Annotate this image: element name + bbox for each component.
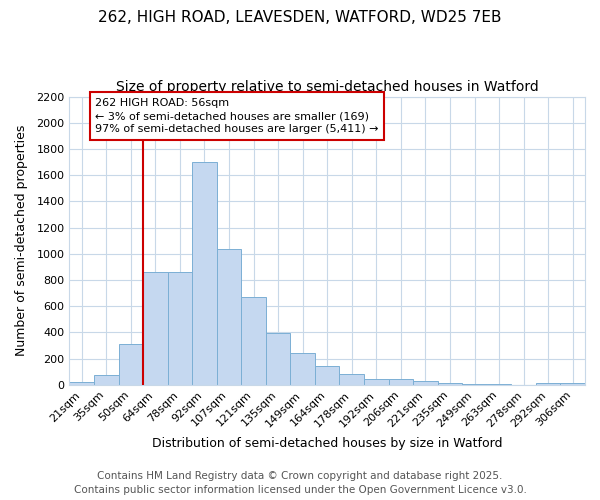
Text: Contains HM Land Registry data © Crown copyright and database right 2025.
Contai: Contains HM Land Registry data © Crown c… (74, 471, 526, 495)
Bar (389, 379, 413, 385)
Y-axis label: Number of semi-detached properties: Number of semi-detached properties (15, 125, 28, 356)
Bar (536, 384, 560, 385)
Bar (437, 383, 462, 385)
Bar (290, 352, 315, 385)
Bar (143, 272, 167, 385)
Bar (266, 333, 290, 385)
Bar (462, 384, 487, 385)
Bar (413, 381, 437, 385)
Bar (192, 162, 217, 385)
Bar (94, 375, 119, 385)
Bar (241, 297, 266, 385)
Bar (340, 374, 364, 385)
X-axis label: Distribution of semi-detached houses by size in Watford: Distribution of semi-detached houses by … (152, 437, 502, 450)
Bar (119, 344, 143, 385)
Title: Size of property relative to semi-detached houses in Watford: Size of property relative to semi-detach… (116, 80, 539, 94)
Bar (70, 382, 94, 385)
Bar (167, 272, 192, 385)
Text: 262 HIGH ROAD: 56sqm
← 3% of semi-detached houses are smaller (169)
97% of semi-: 262 HIGH ROAD: 56sqm ← 3% of semi-detach… (95, 98, 379, 134)
Bar (217, 248, 241, 385)
Bar (315, 366, 340, 385)
Text: 262, HIGH ROAD, LEAVESDEN, WATFORD, WD25 7EB: 262, HIGH ROAD, LEAVESDEN, WATFORD, WD25… (98, 10, 502, 25)
Bar (364, 379, 389, 385)
Bar (487, 384, 511, 385)
Bar (560, 384, 585, 385)
